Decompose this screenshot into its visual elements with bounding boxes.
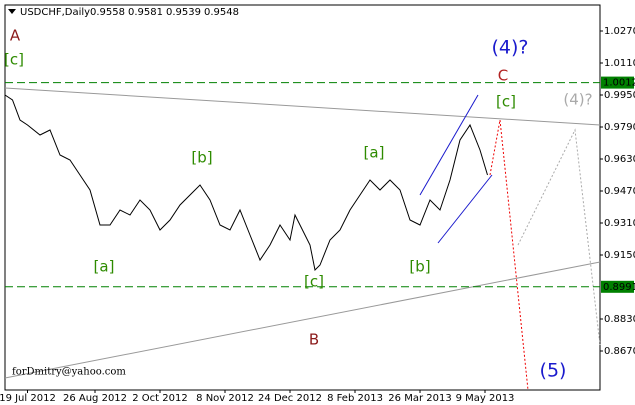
x-tick-label: 2 Oct 2012 — [132, 393, 187, 404]
wave-label: [c] — [496, 93, 516, 111]
y-tick-label: 1.0270 — [604, 26, 635, 37]
x-tick-label: 19 Jul 2012 — [0, 393, 56, 404]
channel-line — [437, 174, 493, 244]
wave-label: (4)? — [492, 37, 529, 59]
symbol: USDCHF,Daily — [20, 7, 90, 18]
wave-label: C — [498, 67, 508, 85]
wave-label: [a] — [364, 144, 385, 162]
channel-line — [419, 94, 479, 196]
wave-label: [a] — [94, 258, 115, 276]
wave-label: (4)? — [563, 91, 592, 109]
trend-line — [4, 87, 601, 126]
wave-label: [b] — [191, 149, 212, 167]
wave-label: B — [309, 331, 319, 349]
quote-value: 0.9548 — [204, 7, 239, 18]
x-tick-label: 8 Feb 2013 — [327, 393, 383, 404]
quote-value: 0.9539 — [166, 7, 201, 18]
projection-line — [489, 119, 529, 391]
projection-line — [517, 128, 601, 346]
wave-label: [b] — [409, 258, 430, 276]
wave-label: (5) — [540, 360, 567, 382]
menu-arrow[interactable] — [8, 9, 16, 14]
y-tick-label: 0.8670 — [604, 346, 635, 357]
x-tick-label: 8 Nov 2012 — [196, 393, 254, 404]
wave-label: A — [10, 27, 21, 45]
wave-label: [c] — [304, 273, 324, 291]
x-tick-label: 9 May 2013 — [456, 393, 515, 404]
level-label: 0.8991 — [603, 282, 635, 293]
level-label: 1.0012 — [603, 78, 635, 89]
x-tick-label: 24 Dec 2012 — [258, 393, 322, 404]
price-line — [4, 94, 488, 272]
trend-line — [4, 261, 601, 379]
x-tick-label: 26 Aug 2012 — [63, 393, 127, 404]
quote-value: 0.9581 — [128, 7, 163, 18]
level-label-box — [601, 280, 634, 293]
x-tick-label: 26 Mar 2013 — [388, 393, 451, 404]
wave-label: [c] — [4, 51, 24, 69]
footer: forDmitry@yahoo.com — [12, 367, 126, 378]
level-label-box — [601, 76, 634, 89]
quote-value: 0.9558 — [90, 7, 125, 18]
plot-frame — [4, 4, 601, 391]
